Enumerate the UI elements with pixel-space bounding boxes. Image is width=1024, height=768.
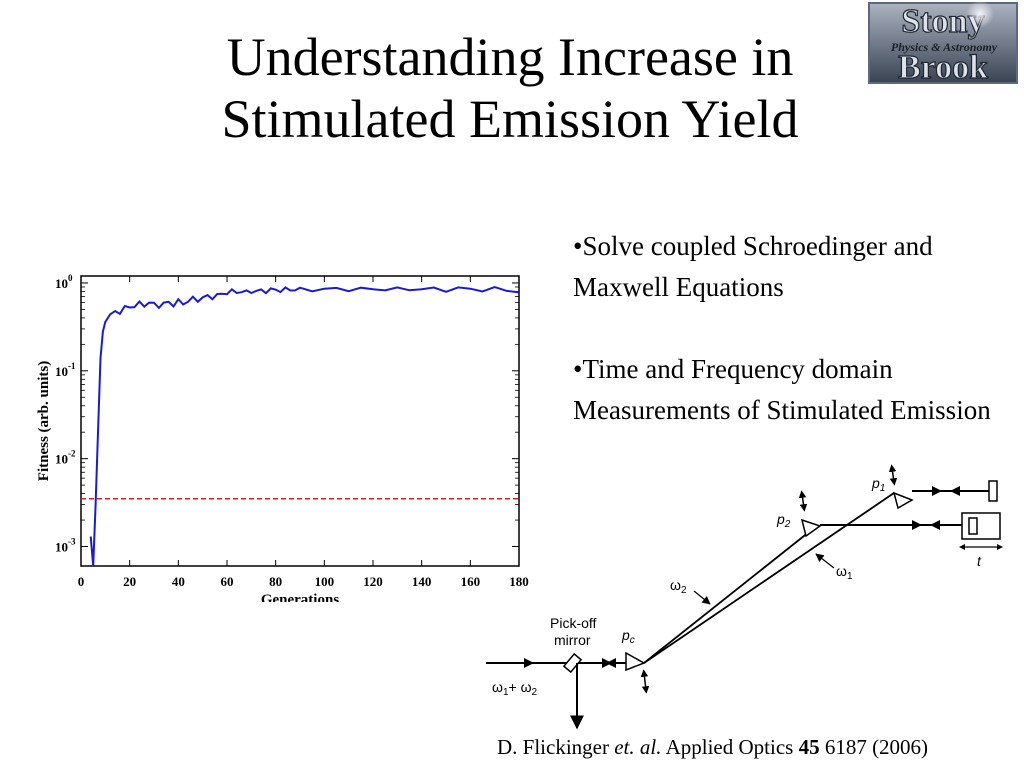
svg-text:ω1+ ω2: ω1+ ω2 [492,679,538,698]
page-title: Understanding Increase in Stimulated Emi… [120,26,900,150]
citation-pages-year: 6187 (2006) [824,735,929,759]
svg-text:p2: p2 [776,511,791,530]
plot-frame [80,275,520,567]
x-tick-label: 180 [509,574,529,589]
p2-label: p [776,511,785,527]
pc-label: p [621,627,630,643]
mirror-p1 [988,480,998,502]
x-tick-label: 160 [461,574,481,589]
y-tick-label: 10-1 [55,361,76,379]
p1-label: p [871,475,880,491]
delay-mirror [968,517,978,535]
x-tick-label: 40 [172,574,185,589]
prism-p1 [892,491,914,510]
omega1-sub: 1 [847,571,853,582]
x-tick-label: 140 [412,574,432,589]
y-tick-label: 10-2 [55,449,76,467]
x-tick-label: 120 [363,574,383,589]
bullet-list: •Solve coupled Schroedinger and Maxwell … [573,226,1013,472]
prism-pc [625,651,646,672]
title-line-2: Stimulated Emission Yield [221,89,799,149]
x-tick-label: 80 [269,574,282,589]
x-tick-label: 100 [315,574,335,589]
omega1-label: ω [836,563,847,579]
pickoff-label-2: mirror [554,632,591,648]
omega2-sub: 2 [681,585,687,596]
p2-sub: 2 [784,519,791,530]
fitness-series-line [89,286,520,567]
input-label-plus: + ω [509,679,532,695]
logo-text-middle: Physics & Astronomy [891,40,998,54]
citation-journal: Applied Optics [665,735,794,759]
input-label-b-sub: 2 [532,687,538,698]
x-axis-label: Generations [261,592,339,602]
t-label: t [977,553,982,569]
y-tick-label: 10-3 [55,537,76,555]
bullet-item: •Time and Frequency domain Measurements … [573,354,991,425]
citation: D. Flickinger et. al. Applied Optics 45 … [497,735,928,760]
prism-p2 [800,518,822,538]
omega2-label: ω [670,577,681,593]
bullet-item: •Solve coupled Schroedinger and Maxwell … [573,231,933,302]
p1-sub: 1 [880,483,886,494]
svg-text:ω2: ω2 [670,577,687,596]
svg-text:ω1: ω1 [836,563,853,582]
input-label-a: ω [492,679,503,695]
fitness-chart: 0 20 40 60 80 100 120 140 160 18010010-110-210-3 … [36,273,529,602]
input-label-a-sub: 1 [503,687,509,698]
beam-omega2 [643,492,895,664]
citation-volume: 45 [798,735,820,759]
pickoff-mirror [562,652,583,674]
x-tick-label: 0 [78,574,85,589]
delay-stage [961,512,1001,540]
x-tick-label: 60 [221,574,234,589]
pc-sub: c [630,635,635,646]
svg-text:p1: p1 [871,475,885,494]
stony-brook-logo: Stony Brook Physics & Astronomy [868,2,1018,84]
citation-authors: D. Flickinger [497,735,609,759]
svg-text:pc: pc [621,627,635,646]
pickoff-label-1: Pick-off [550,615,597,631]
citation-etal: et. al. [614,735,662,759]
logo-text-bottom: Brook [898,49,988,84]
y-tick-label: 100 [55,273,73,291]
x-tick-label: 20 [123,574,136,589]
title-line-1: Understanding Increase in [226,27,794,87]
y-axis-label: Fitness (arb. units) [36,361,52,481]
beam-omega1 [643,527,815,664]
optical-setup-diagram: Pick-off mirror pc p1 p2 ω1 ω2 ω1+ ω2 t [486,464,1003,730]
